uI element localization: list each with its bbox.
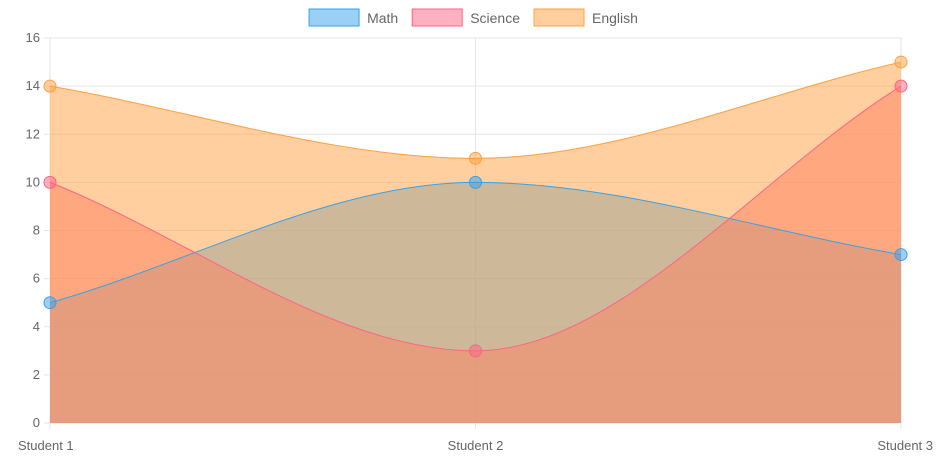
data-point-english[interactable]: [43, 79, 57, 93]
legend-swatch-science: [411, 8, 463, 27]
x-tick-label: Student 3: [877, 438, 933, 453]
series-areas: [50, 62, 901, 423]
legend-label-science: Science: [470, 10, 520, 26]
y-tick-label: 8: [33, 223, 40, 238]
data-point-math[interactable]: [43, 296, 57, 310]
legend-swatch-math: [308, 8, 360, 27]
data-point-science[interactable]: [894, 79, 908, 93]
legend-label-english: English: [592, 10, 638, 26]
data-point-english[interactable]: [469, 151, 482, 165]
legend-item-science[interactable]: Science: [411, 8, 520, 27]
y-tick-label: 12: [26, 126, 40, 141]
y-tick-label: 6: [33, 271, 40, 286]
legend: Math Science English: [308, 8, 638, 27]
legend-swatch-english: [533, 8, 585, 27]
y-tick-label: 14: [26, 78, 40, 93]
x-tick-label: Student 1: [18, 438, 74, 453]
y-tick-label: 2: [33, 367, 40, 382]
data-point-math[interactable]: [894, 248, 908, 262]
y-tick-label: 10: [26, 174, 40, 189]
y-tick-label: 4: [33, 319, 40, 334]
legend-item-english[interactable]: English: [533, 8, 638, 27]
legend-item-math[interactable]: Math: [308, 8, 398, 27]
data-point-science[interactable]: [469, 344, 482, 358]
y-tick-label: 0: [33, 415, 40, 430]
legend-label-math: Math: [367, 10, 398, 26]
data-points: [43, 55, 908, 358]
data-point-english[interactable]: [894, 55, 908, 69]
data-point-math[interactable]: [469, 175, 482, 189]
series-area-english: [50, 62, 901, 423]
x-tick-label: Student 2: [448, 438, 504, 453]
y-tick-label: 16: [26, 30, 40, 45]
axes: 0 2 4 6 8 10 12 14 16 Student 1 Student 2 Student 3: [18, 30, 933, 453]
data-point-science[interactable]: [43, 175, 57, 189]
